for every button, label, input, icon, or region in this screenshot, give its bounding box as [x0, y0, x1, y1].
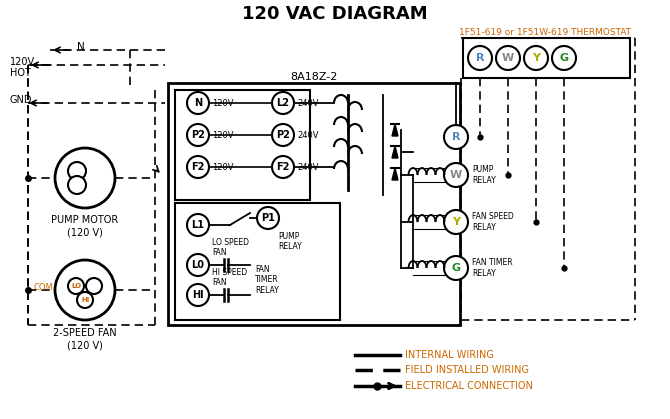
Circle shape — [187, 156, 209, 178]
Circle shape — [272, 156, 294, 178]
Text: F2: F2 — [192, 162, 205, 172]
Text: F2: F2 — [276, 162, 289, 172]
Circle shape — [444, 125, 468, 149]
Text: 8A18Z-2: 8A18Z-2 — [290, 72, 338, 82]
Text: R: R — [476, 53, 484, 63]
Circle shape — [187, 284, 209, 306]
Text: ELECTRICAL CONNECTION: ELECTRICAL CONNECTION — [405, 381, 533, 391]
Text: (120 V): (120 V) — [67, 227, 103, 237]
Text: Y: Y — [532, 53, 540, 63]
Circle shape — [444, 163, 468, 187]
Text: G: G — [452, 263, 460, 273]
Polygon shape — [392, 146, 398, 158]
Circle shape — [444, 210, 468, 234]
Text: PUMP MOTOR: PUMP MOTOR — [52, 215, 119, 225]
Bar — [175, 203, 340, 320]
Text: L1: L1 — [192, 220, 204, 230]
Circle shape — [68, 176, 86, 194]
Circle shape — [552, 46, 576, 70]
Text: FAN TIMER
RELAY: FAN TIMER RELAY — [472, 258, 513, 278]
Bar — [168, 83, 460, 325]
Text: GND: GND — [10, 95, 33, 105]
Circle shape — [77, 292, 93, 308]
Text: LO: LO — [71, 283, 81, 289]
Circle shape — [187, 254, 209, 276]
Circle shape — [187, 124, 209, 146]
Circle shape — [187, 92, 209, 114]
Bar — [463, 38, 630, 78]
Text: 2-SPEED FAN: 2-SPEED FAN — [53, 328, 117, 338]
Text: P2: P2 — [276, 130, 290, 140]
Text: N: N — [194, 98, 202, 108]
Circle shape — [68, 162, 86, 180]
Text: G: G — [559, 53, 569, 63]
Text: 120 VAC DIAGRAM: 120 VAC DIAGRAM — [242, 5, 428, 23]
Text: L2: L2 — [277, 98, 289, 108]
Bar — [175, 90, 310, 200]
Text: 120V: 120V — [212, 98, 234, 108]
Text: P2: P2 — [191, 130, 205, 140]
Text: FAN
TIMER
RELAY: FAN TIMER RELAY — [255, 265, 279, 295]
Circle shape — [187, 214, 209, 236]
Text: HOT: HOT — [10, 68, 31, 78]
Text: FIELD INSTALLED WIRING: FIELD INSTALLED WIRING — [405, 365, 529, 375]
Polygon shape — [392, 168, 398, 180]
Circle shape — [496, 46, 520, 70]
Text: N: N — [77, 42, 84, 52]
Circle shape — [272, 92, 294, 114]
Text: PUMP
RELAY: PUMP RELAY — [472, 166, 496, 185]
Text: W: W — [502, 53, 514, 63]
Text: 240V: 240V — [297, 163, 318, 171]
Text: P1: P1 — [261, 213, 275, 223]
Circle shape — [524, 46, 548, 70]
Text: HI SPEED
FAN: HI SPEED FAN — [212, 268, 247, 287]
Text: COM: COM — [34, 282, 53, 292]
Text: R: R — [452, 132, 460, 142]
Circle shape — [55, 260, 115, 320]
Circle shape — [68, 278, 84, 294]
Text: W: W — [450, 170, 462, 180]
Text: 240V: 240V — [297, 98, 318, 108]
Circle shape — [257, 207, 279, 229]
Text: 240V: 240V — [297, 130, 318, 140]
Circle shape — [272, 124, 294, 146]
Text: (120 V): (120 V) — [67, 340, 103, 350]
Circle shape — [86, 278, 102, 294]
Text: INTERNAL WIRING: INTERNAL WIRING — [405, 350, 494, 360]
Text: L0: L0 — [192, 260, 204, 270]
Text: 1F51-619 or 1F51W-619 THERMOSTAT: 1F51-619 or 1F51W-619 THERMOSTAT — [459, 28, 631, 36]
Circle shape — [55, 148, 115, 208]
Text: FAN SPEED
RELAY: FAN SPEED RELAY — [472, 212, 514, 232]
Text: Y: Y — [452, 217, 460, 227]
Text: HI: HI — [192, 290, 204, 300]
Circle shape — [444, 256, 468, 280]
Text: 120V: 120V — [212, 130, 234, 140]
Text: PUMP
RELAY: PUMP RELAY — [278, 232, 302, 251]
Text: 120V: 120V — [10, 57, 35, 67]
Text: HI: HI — [81, 297, 89, 303]
Text: 120V: 120V — [212, 163, 234, 171]
Circle shape — [468, 46, 492, 70]
Polygon shape — [392, 124, 398, 136]
Text: LO SPEED
FAN: LO SPEED FAN — [212, 238, 249, 257]
